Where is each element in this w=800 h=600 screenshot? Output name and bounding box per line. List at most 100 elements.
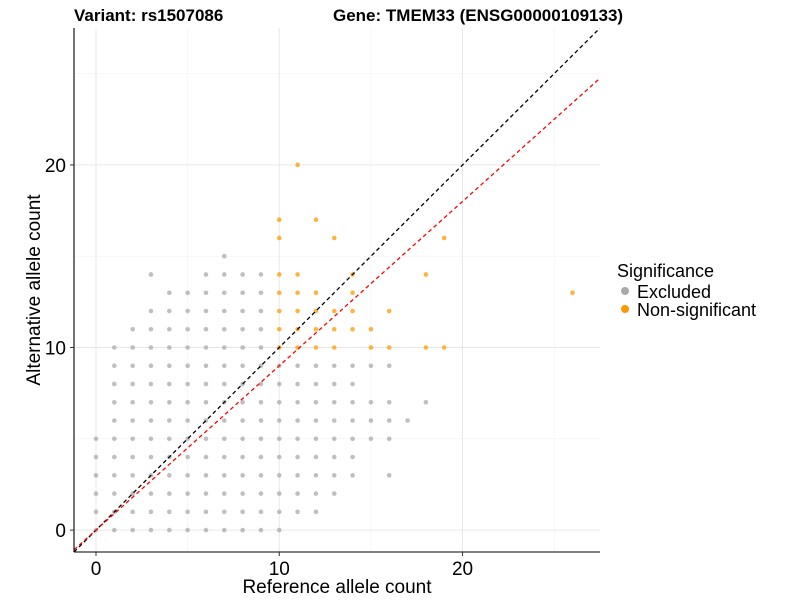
data-point	[276, 473, 282, 478]
data-point	[386, 399, 392, 405]
data-point	[331, 363, 337, 369]
data-point	[331, 399, 337, 405]
data-point	[386, 345, 392, 350]
data-point	[185, 290, 190, 296]
y-tick-label: 0	[55, 521, 66, 542]
data-point	[276, 272, 282, 277]
data-point	[276, 326, 282, 332]
data-point	[276, 308, 282, 314]
data-point	[276, 235, 282, 241]
data-point	[240, 290, 245, 296]
data-point	[258, 527, 264, 533]
x-axis-title: Reference allele count	[242, 577, 432, 598]
data-point	[386, 363, 392, 369]
data-point	[93, 436, 99, 442]
data-point	[167, 527, 172, 533]
data-point	[240, 473, 245, 478]
data-point	[313, 363, 319, 369]
data-point	[350, 473, 355, 478]
data-point	[130, 473, 135, 478]
data-point	[276, 217, 282, 223]
data-point	[148, 345, 154, 350]
data-point	[112, 473, 117, 478]
data-point	[167, 399, 172, 405]
data-point	[112, 381, 117, 387]
data-point	[350, 290, 355, 296]
data-point	[386, 308, 392, 314]
data-point	[240, 527, 245, 533]
data-point	[258, 509, 264, 515]
data-point	[240, 308, 245, 314]
data-point	[570, 290, 575, 296]
data-point	[331, 345, 337, 350]
data-point	[276, 418, 282, 423]
data-point	[258, 436, 264, 442]
data-point	[313, 509, 319, 515]
data-point	[185, 509, 190, 515]
data-point	[148, 454, 154, 460]
data-point	[203, 473, 209, 478]
reference-line-red	[74, 77, 600, 551]
data-point	[258, 418, 264, 423]
data-point	[203, 491, 209, 496]
data-point	[112, 363, 117, 369]
data-point	[185, 345, 190, 350]
data-point	[167, 345, 172, 350]
x-tick-label: 20	[452, 559, 473, 580]
data-point	[258, 272, 264, 277]
data-point	[295, 509, 300, 515]
data-point	[148, 381, 154, 387]
data-point	[295, 454, 300, 460]
title-variant: Variant: rs1507086	[74, 6, 223, 25]
data-point	[203, 326, 209, 332]
data-point	[167, 290, 172, 296]
data-point	[221, 308, 227, 314]
data-point	[185, 473, 190, 478]
data-point	[93, 454, 99, 460]
data-point	[386, 418, 392, 423]
data-point	[276, 454, 282, 460]
data-point	[167, 436, 172, 442]
data-point	[185, 527, 190, 533]
data-point	[313, 399, 319, 405]
data-point	[240, 345, 245, 350]
data-point	[331, 491, 337, 496]
reference-line-black	[74, 28, 600, 552]
data-point	[350, 326, 355, 332]
grid-lines	[74, 28, 600, 552]
data-point	[148, 491, 154, 496]
data-point	[386, 473, 392, 478]
data-point	[203, 436, 209, 442]
data-point	[313, 436, 319, 442]
data-point	[185, 381, 190, 387]
data-point	[295, 381, 300, 387]
data-point	[185, 308, 190, 314]
data-point	[130, 326, 135, 332]
data-point	[185, 491, 190, 496]
data-point	[93, 473, 99, 478]
data-point	[221, 290, 227, 296]
data-point	[368, 345, 374, 350]
data-point	[313, 326, 319, 332]
data-point	[313, 290, 319, 296]
data-point	[93, 509, 99, 515]
data-point	[368, 326, 374, 332]
data-point	[185, 326, 190, 332]
data-point	[258, 308, 264, 314]
data-point	[203, 381, 209, 387]
data-point	[313, 217, 319, 223]
data-point	[130, 399, 135, 405]
data-point	[276, 381, 282, 387]
data-point	[93, 491, 99, 496]
series-non-significant	[276, 162, 575, 350]
data-point	[276, 290, 282, 296]
data-point	[295, 491, 300, 496]
data-point	[148, 272, 154, 277]
data-point	[221, 436, 227, 442]
data-point	[276, 527, 282, 533]
data-point	[167, 473, 172, 478]
data-point	[148, 418, 154, 423]
data-point	[167, 381, 172, 387]
data-point	[221, 509, 227, 515]
